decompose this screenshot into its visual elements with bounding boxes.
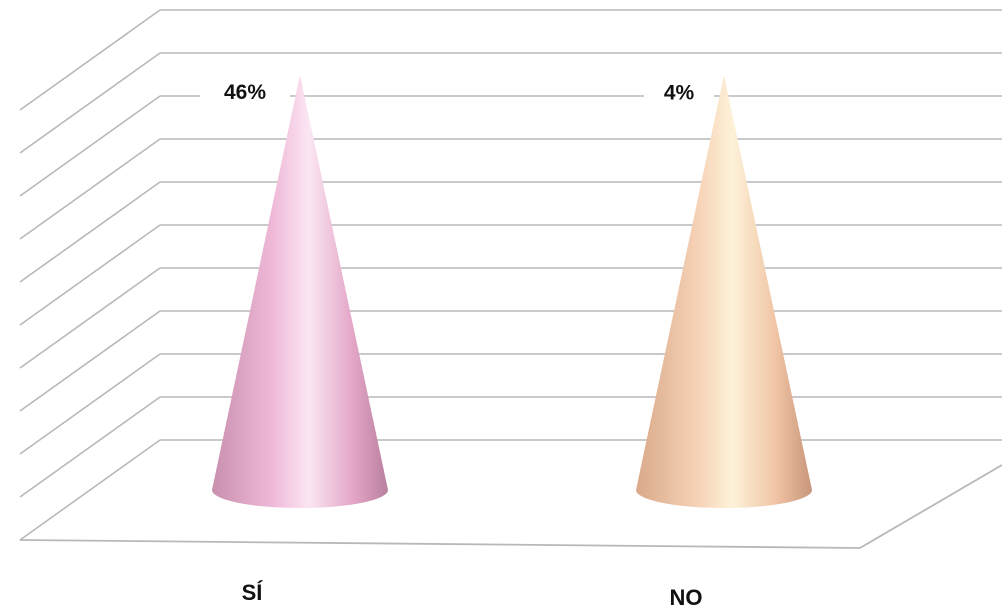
category-label: NO [670,585,703,610]
cone-no [636,75,812,508]
data-label: 4% [664,81,695,104]
cone-sí [212,75,388,508]
data-label: 46% [224,81,266,104]
gridlines [19,9,1002,541]
side-gridline [19,396,161,498]
floor-front-edge [19,539,861,549]
side-gridline [19,267,161,369]
side-gridline [19,9,161,111]
data-label-background [644,77,714,106]
category-label: SÍ [242,580,264,605]
side-gridline [19,353,161,455]
side-gridline [19,181,161,283]
labels: 46% SÍ 4% NO [200,77,714,610]
side-gridline [19,224,161,326]
data-label-background [200,77,290,105]
side-gridline [19,138,161,240]
side-gridline [19,95,161,197]
cones [212,75,812,508]
side-gridline [19,310,161,412]
floor-right-edge [859,464,1002,549]
side-gridline [19,52,161,154]
chart-floor [19,464,1002,549]
side-gridline [19,439,161,541]
